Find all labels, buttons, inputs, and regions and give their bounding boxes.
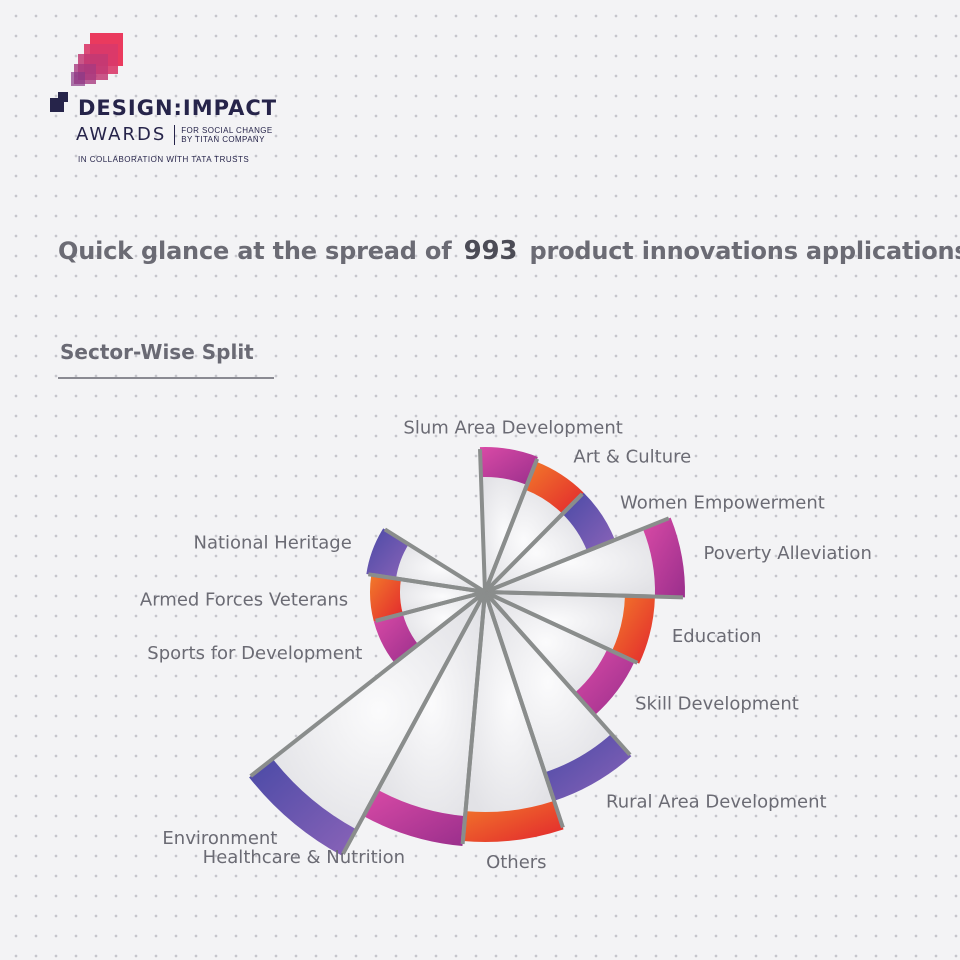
spoke-women-empowerment-start xyxy=(483,492,584,594)
ring-women-empowerment xyxy=(562,492,615,552)
label-education: Education xyxy=(672,626,762,647)
label-sports-for-development: Sports for Development xyxy=(147,643,362,664)
ring-slum-area-development xyxy=(479,447,538,485)
brand-awards: AWARDS xyxy=(76,125,176,145)
wedge-slum-area-development xyxy=(480,477,527,592)
brand-tagline-2: BY TITAN COMPANY xyxy=(181,135,265,144)
spoke-national-heritage-start xyxy=(368,572,486,594)
brand-logo: DESIGN:IMPACT AWARDS FOR SOCIAL CHANGE B… xyxy=(40,30,300,170)
spoke-environment-start xyxy=(341,591,487,855)
label-poverty-alleviation: Poverty Alleviation xyxy=(704,543,872,564)
brand-tagline-1: FOR SOCIAL CHANGE xyxy=(181,126,273,135)
spoke-poverty-alleviation-start xyxy=(484,516,670,594)
label-skill-development: Skill Development xyxy=(635,694,799,715)
headline-after: product innovations applications. xyxy=(529,237,960,265)
spoke-rural-area-development-start xyxy=(483,590,632,757)
spoke-education-start xyxy=(484,590,653,599)
wedge-women-empowerment xyxy=(485,513,588,592)
wedge-healthcare-nutrition xyxy=(377,592,485,817)
label-environment: Environment xyxy=(162,828,277,849)
wedge-skill-development xyxy=(485,592,608,693)
spoke-healthcare-nutrition-start xyxy=(460,591,487,845)
spoke-art-culture-start xyxy=(483,462,538,593)
brand-collaboration: IN COLLABORATION WITH TATA TRUSTS xyxy=(78,155,250,164)
section-title: Sector-Wise Split xyxy=(60,340,254,364)
wedge-rural-area-development xyxy=(485,592,612,773)
label-art-culture: Art & Culture xyxy=(573,446,691,467)
spoke-skill-development-start xyxy=(484,590,634,663)
wedge-armed-forces-veterans xyxy=(400,579,485,614)
label-national-heritage: National Heritage xyxy=(193,533,351,554)
headline-before: Quick glance at the spread of xyxy=(58,237,452,265)
label-healthcare-nutrition: Healthcare & Nutrition xyxy=(203,847,405,868)
wedge-environment xyxy=(272,592,485,830)
brand-subtitle: AWARDS FOR SOCIAL CHANGE BY TITAN COMPAN… xyxy=(76,125,273,145)
ring-others xyxy=(462,800,564,843)
spoke-slum-area-development-start xyxy=(478,449,487,593)
section-divider xyxy=(58,377,274,379)
brand-mark-icon xyxy=(50,33,123,112)
label-others: Others xyxy=(486,852,547,873)
ring-healthcare-nutrition xyxy=(363,789,466,846)
spoke-national-heritage-end xyxy=(383,527,487,594)
label-women-empowerment: Women Empowerment xyxy=(620,492,825,513)
headline-number: 993 xyxy=(463,236,518,266)
ring-poverty-alleviation xyxy=(642,517,685,598)
label-slum-area-development: Slum Area Development xyxy=(403,417,622,438)
brand-tagline: FOR SOCIAL CHANGE BY TITAN COMPANY xyxy=(175,126,272,144)
spoke-others-start xyxy=(483,591,565,829)
ring-rural-area-development xyxy=(544,733,632,801)
spoke-armed-forces-veterans-start xyxy=(375,590,486,623)
ring-armed-forces-veterans xyxy=(369,574,403,622)
label-rural-area-development: Rural Area Development xyxy=(606,792,827,813)
wedge-others xyxy=(465,592,555,813)
label-armed-forces-veterans: Armed Forces Veterans xyxy=(140,589,348,610)
ring-art-culture xyxy=(525,461,584,514)
wedge-art-culture xyxy=(485,489,563,592)
ring-environment xyxy=(249,758,357,856)
ring-education xyxy=(611,595,655,664)
spoke-sports-for-development-start xyxy=(394,590,487,664)
wedge-sports-for-development xyxy=(402,592,485,645)
ring-skill-development xyxy=(574,648,635,716)
headline: Quick glance at the spread of 993 produc… xyxy=(58,236,960,266)
wedge-poverty-alleviation xyxy=(485,528,655,597)
ring-national-heritage xyxy=(366,528,409,579)
brand-title: DESIGN:IMPACT xyxy=(78,96,278,120)
